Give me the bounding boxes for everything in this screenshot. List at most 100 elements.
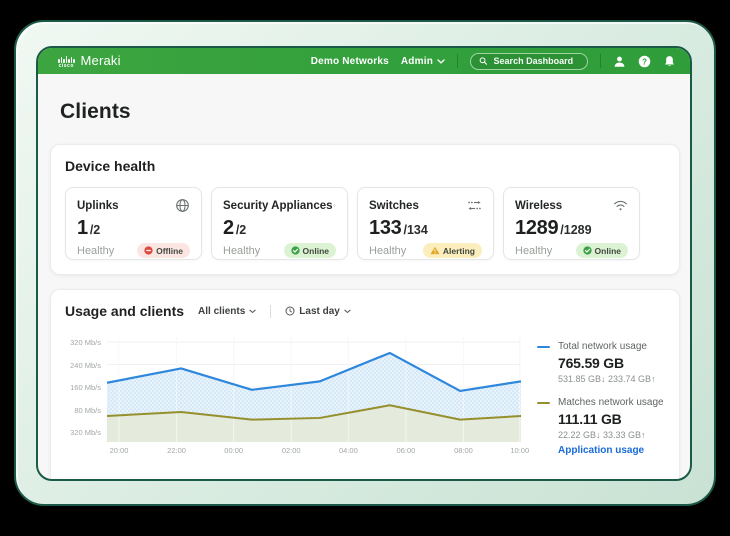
notifications-button[interactable] xyxy=(663,55,676,68)
x-tick-label: 10:00 xyxy=(510,446,530,455)
account-button[interactable] xyxy=(613,55,626,68)
badge-label: Offline xyxy=(156,245,183,256)
card-label: Wireless xyxy=(515,199,563,212)
user-icon xyxy=(614,56,625,67)
divider xyxy=(600,54,601,68)
legend-detail: 22.22 GB↓ 33.33 GB↑ xyxy=(558,430,646,440)
y-tick-label: 240 Mb/s xyxy=(70,360,101,370)
device-health-cards: Uplinks 1 /2 Healthy Offline xyxy=(65,187,665,260)
usage-title: Usage and clients xyxy=(65,303,185,319)
network-selector-label: Demo Networks xyxy=(310,55,389,67)
total-count: /1289 xyxy=(560,223,592,237)
help-button[interactable]: ? xyxy=(638,55,651,68)
chart-legend: Total network usage 765.59 GB 531.85 GB↓… xyxy=(521,337,665,471)
y-tick-label: 160 Mb/s xyxy=(70,383,101,392)
cisco-wordmark: cisco xyxy=(58,63,74,69)
y-tick-label: 80 Mb/s xyxy=(74,405,101,415)
move-icon xyxy=(332,203,336,208)
admin-menu-label: Admin xyxy=(400,55,433,67)
badge-label: Alerting xyxy=(442,245,475,256)
alerting-icon xyxy=(430,246,440,255)
status-label: Healthy xyxy=(369,244,407,257)
legend-item-matches: Matches network usage 111.11 GB 22.22 GB… xyxy=(537,397,665,458)
divider xyxy=(457,54,458,68)
badge-label: Online xyxy=(302,245,329,256)
matches-usage-swatch xyxy=(537,401,550,404)
legend-name: Total network usage xyxy=(558,341,647,352)
search-icon xyxy=(479,57,488,65)
security-appliances-card[interactable]: Security Appliances 2 /2 Healthy Online xyxy=(211,187,348,260)
card-label: Uplinks xyxy=(77,199,119,212)
y-tick-label: 320 Mb/s xyxy=(70,428,101,437)
device-health-title: Device health xyxy=(65,158,156,174)
application-usage-link[interactable]: Application usage xyxy=(558,445,645,456)
cisco-logo-icon: cisco xyxy=(58,56,75,69)
status-badge[interactable]: Offline xyxy=(137,243,190,258)
usage-chart[interactable]: 20:00 22:00 00:00 02:00 04:00 06:00 08:0… xyxy=(107,337,530,471)
total-count: /2 xyxy=(89,223,101,237)
healthy-count: 1289 xyxy=(515,217,559,239)
uplinks-card[interactable]: Uplinks 1 /2 Healthy Offline xyxy=(65,187,202,260)
svg-text:?: ? xyxy=(642,57,647,66)
network-selector[interactable]: Demo Networks xyxy=(311,56,389,67)
x-tick-label: 08:00 xyxy=(454,446,473,455)
divider xyxy=(270,304,272,318)
x-tick-label: 00:00 xyxy=(224,446,244,455)
online-icon xyxy=(582,246,592,255)
total-count: /2 xyxy=(235,223,247,237)
healthy-count: 133 xyxy=(369,217,402,239)
legend-name: Matches network usage xyxy=(558,397,664,408)
admin-menu[interactable]: Admin xyxy=(401,56,445,67)
legend-value: 765.59 GB xyxy=(558,355,624,371)
clock-icon xyxy=(285,306,295,316)
time-filter-dropdown[interactable]: Last day xyxy=(285,306,351,317)
usage-chart-svg xyxy=(107,337,521,442)
x-tick-label: 04:00 xyxy=(338,446,358,455)
y-axis-labels: 320 Mb/s 240 Mb/s 160 Mb/s 80 Mb/s 320 M… xyxy=(65,337,107,442)
meraki-logo[interactable]: cisco Meraki xyxy=(58,53,121,69)
main-content: Clients Device health Uplinks 1 /2 Healt… xyxy=(38,100,690,479)
legend-detail: 531.85 GB↓ 233.74 GB↑ xyxy=(558,374,656,384)
clients-filter-dropdown[interactable]: All clients xyxy=(198,306,256,317)
status-label: Healthy xyxy=(223,244,261,257)
x-tick-label: 22:00 xyxy=(167,446,186,455)
offline-icon xyxy=(144,246,153,255)
x-axis-labels: 20:00 22:00 00:00 02:00 04:00 06:00 08:0… xyxy=(107,446,530,459)
device-health-panel: Device health Uplinks 1 /2 Healthy xyxy=(50,144,680,275)
status-badge[interactable]: Alerting xyxy=(422,243,482,258)
globe-icon xyxy=(176,199,189,212)
healthy-count: 2 xyxy=(223,217,234,239)
legend-value: 111.11 GB xyxy=(558,411,622,427)
dashboard-window: cisco Meraki Demo Networks Admin ? xyxy=(36,46,692,481)
chevron-down-icon xyxy=(437,58,445,64)
switches-card[interactable]: Switches 133 /134 Healthy Alerting xyxy=(357,187,494,260)
card-label: Switches xyxy=(369,199,419,212)
help-icon: ? xyxy=(638,55,651,67)
status-badge[interactable]: Online xyxy=(575,243,628,258)
x-tick-label: 20:00 xyxy=(109,446,129,455)
y-tick-label: 320 Mb/s xyxy=(70,338,101,347)
page-title: Clients xyxy=(60,100,131,123)
chevron-down-icon xyxy=(344,309,351,313)
usage-panel: Usage and clients All clients Last day 3… xyxy=(50,289,680,479)
chevron-down-icon xyxy=(249,309,256,313)
clients-filter-label: All clients xyxy=(198,305,246,317)
card-label: Security Appliances xyxy=(223,199,333,212)
status-label: Healthy xyxy=(515,244,553,257)
healthy-count: 1 xyxy=(77,217,88,239)
search-input[interactable] xyxy=(493,56,579,66)
switch-icon xyxy=(468,201,481,210)
wireless-card[interactable]: Wireless 1289 /1289 Healthy Online xyxy=(503,187,640,260)
status-badge[interactable]: Online xyxy=(283,243,336,258)
top-nav-bar: cisco Meraki Demo Networks Admin ? xyxy=(38,48,690,74)
total-count: /134 xyxy=(403,223,428,237)
status-label: Healthy xyxy=(77,244,115,257)
wifi-icon xyxy=(614,200,627,211)
legend-item-total: Total network usage 765.59 GB 531.85 GB↓… xyxy=(537,341,665,384)
total-usage-swatch xyxy=(537,345,550,348)
badge-label: Online xyxy=(594,245,621,256)
x-tick-label: 06:00 xyxy=(396,446,416,455)
brand-name: Meraki xyxy=(80,53,121,68)
time-filter-label: Last day xyxy=(299,305,340,317)
search-box[interactable] xyxy=(470,52,588,70)
